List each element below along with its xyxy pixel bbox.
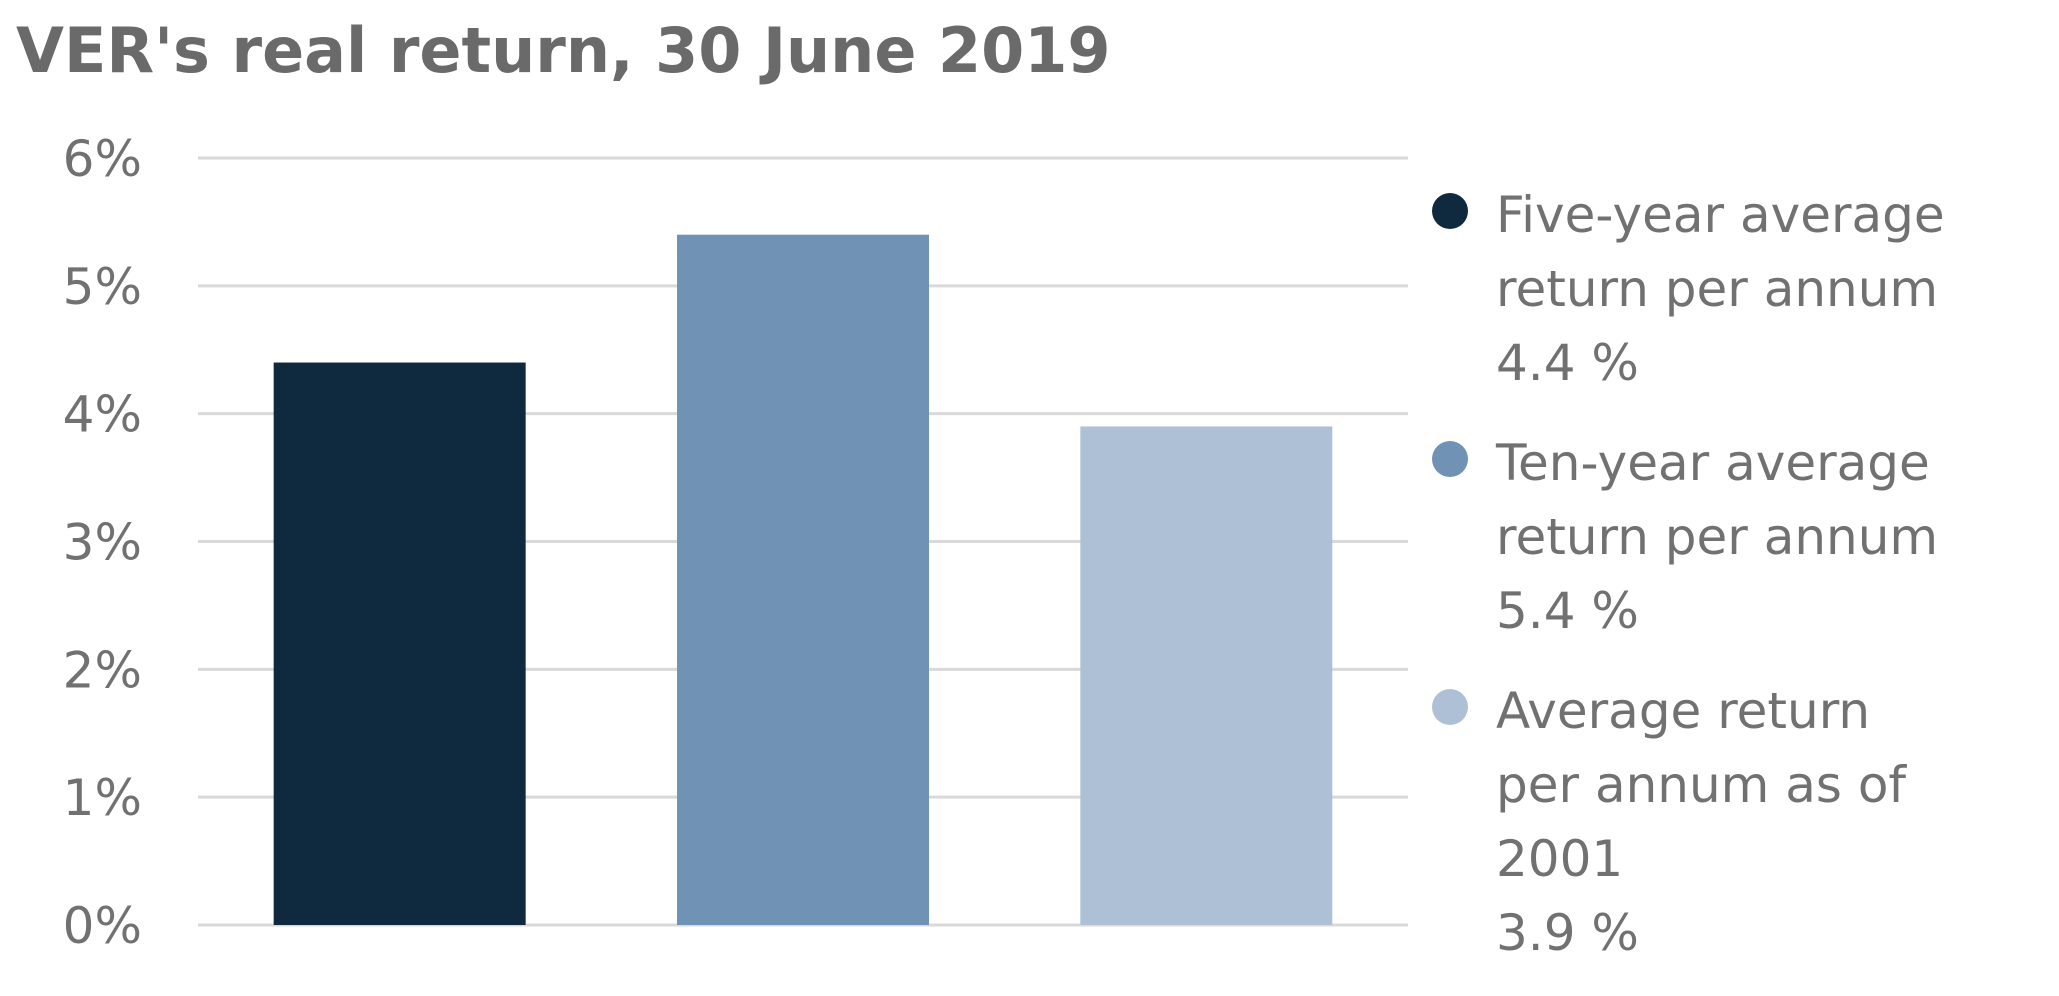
bar-0 [273, 362, 526, 925]
legend-swatch-ten-year [1432, 441, 1468, 477]
y-tick-label-0: 0% [63, 897, 142, 955]
legend-swatch-since-2001 [1432, 689, 1468, 725]
legend-swatch-five-year [1432, 193, 1468, 229]
y-tick-label-1: 1% [63, 769, 142, 827]
y-tick-label-5: 5% [63, 258, 142, 316]
legend-item-ten-year: Ten-year average return per annum 5.4 % [1428, 426, 2048, 648]
legend-label-since-2001: Average return per annum as of 2001 [1496, 682, 1907, 888]
y-tick-label-3: 3% [63, 514, 142, 572]
legend: Five-year average return per annum 4.4 %… [1428, 178, 2048, 996]
y-tick-label-2: 2% [63, 641, 142, 699]
bars [273, 234, 1333, 925]
y-tick-label-6: 6% [63, 130, 142, 188]
bar-1 [677, 234, 929, 925]
y-axis-ticks: 0% 1% 2% 3% 4% 5% 6% [63, 130, 142, 955]
legend-value-ten-year: 5.4 % [1496, 582, 1639, 640]
legend-item-since-2001: Average return per annum as of 2001 3.9 … [1428, 674, 2048, 970]
chart-title: VER's real return, 30 June 2019 [16, 14, 1111, 87]
bar-chart: 0% 1% 2% 3% 4% 5% 6% [63, 130, 1408, 955]
bar-2 [1080, 426, 1333, 925]
y-tick-label-4: 4% [63, 386, 142, 444]
legend-item-five-year: Five-year average return per annum 4.4 % [1428, 178, 2048, 400]
legend-label-five-year: Five-year average return per annum [1496, 186, 1945, 318]
legend-value-since-2001: 3.9 % [1496, 904, 1639, 962]
legend-label-ten-year: Ten-year average return per annum [1496, 434, 1939, 566]
legend-value-five-year: 4.4 % [1496, 334, 1639, 392]
